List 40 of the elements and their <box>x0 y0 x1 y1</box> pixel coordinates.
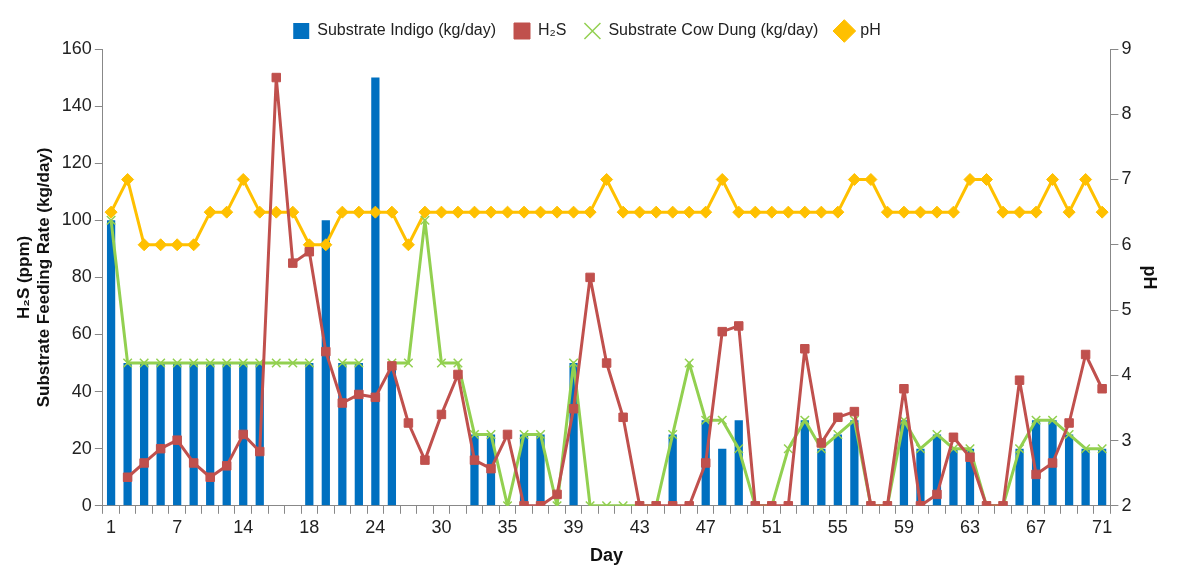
y-tick-label: 120 <box>61 152 92 173</box>
y-tick-label: 160 <box>61 37 92 58</box>
y-tick-label: 40 <box>71 380 92 401</box>
x-tick-label: 18 <box>299 516 320 537</box>
y2-tick-label: 8 <box>1121 103 1132 124</box>
legend-label: pH <box>860 21 881 39</box>
y2-tick-label: 6 <box>1121 233 1132 254</box>
legend-label: H₂S <box>538 21 567 39</box>
x-tick-label: 55 <box>827 516 848 537</box>
x-tick-label: 67 <box>1026 516 1047 537</box>
x-tick-label: 47 <box>695 516 716 537</box>
x-tick-label: 24 <box>365 516 386 537</box>
y-tick-label: 0 <box>81 494 92 515</box>
y2-axis-title: pH <box>1140 265 1161 290</box>
x-tick-label: 14 <box>233 516 254 537</box>
x-tick-label: 1 <box>106 516 117 537</box>
x-tick-label: 51 <box>761 516 782 537</box>
y-tick-label: 100 <box>61 209 92 230</box>
y-axis-title: H₂S (ppm) Substrate Feeding Rate (kg/day) <box>13 147 54 408</box>
x-tick-label: 30 <box>431 516 452 537</box>
x-tick-label: 39 <box>563 516 584 537</box>
y-tick-label: 60 <box>71 323 92 344</box>
legend-label: Substrate Cow Dung (kg/day) <box>608 21 819 39</box>
x-tick-label: 7 <box>172 516 183 537</box>
y2-tick-label: 7 <box>1121 168 1132 189</box>
x-tick-label: 71 <box>1092 516 1113 537</box>
x-tick-label: 43 <box>629 516 650 537</box>
x-tick-label: 35 <box>497 516 518 537</box>
y2-tick-label: 3 <box>1121 429 1132 450</box>
y2-tick-label: 4 <box>1121 364 1132 385</box>
y-tick-label: 80 <box>71 266 92 287</box>
legend-label: Substrate Indigo (kg/day) <box>317 21 496 39</box>
y2-tick-label: 9 <box>1121 37 1132 58</box>
y2-tick-label: 2 <box>1121 494 1132 515</box>
y2-tick-label: 5 <box>1121 299 1132 319</box>
x-axis-title: Day <box>590 545 624 566</box>
x-tick-label: 63 <box>959 516 981 537</box>
y-tick-label: 140 <box>61 95 92 116</box>
y-tick-label: 20 <box>71 437 92 458</box>
x-tick-label: 59 <box>893 516 914 537</box>
